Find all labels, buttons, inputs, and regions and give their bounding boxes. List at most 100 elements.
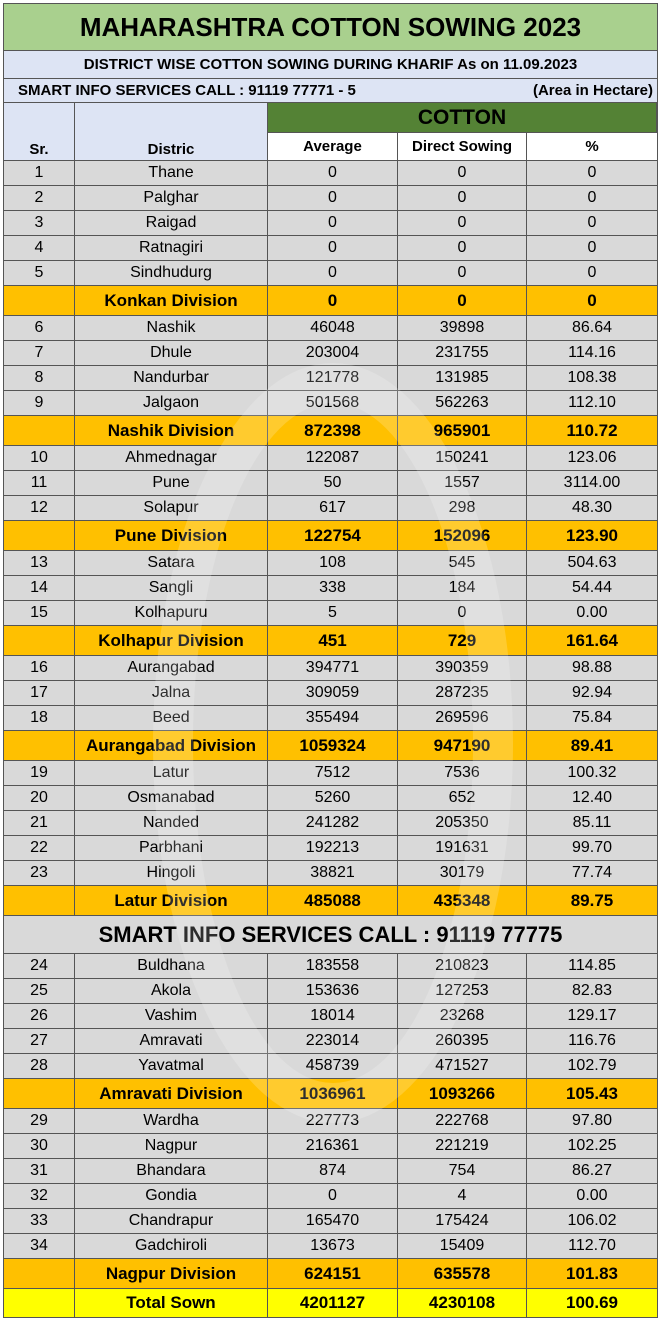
district-row: 23 Hingoli 38821 30179 77.74 — [3, 861, 658, 886]
percent-cell: 129.17 — [567, 1007, 617, 1024]
percent-cell: 0 — [587, 189, 597, 206]
direct-sowing-cell: 0 — [398, 286, 527, 315]
district-name-cell: Konkan Division — [75, 286, 268, 315]
district-name-cell: Dhule — [75, 341, 268, 365]
percent-cell: 101.83 — [566, 1263, 618, 1283]
average-cell: 309059 — [268, 681, 398, 705]
serial-cell: 3 — [4, 211, 75, 235]
district-row: 14 Sangli 338 184 54.44 — [3, 576, 658, 601]
percent-cell: 112.70 — [568, 1237, 616, 1254]
percent-cell: 48.30 — [571, 499, 613, 516]
info-contact: SMART INFO SERVICES CALL : 91119 77771 -… — [18, 82, 356, 99]
district-name-cell: Pune — [75, 471, 268, 495]
district-row: 1 Thane 0 0 0 — [3, 161, 658, 186]
direct-sowing-cell: 0 — [398, 186, 527, 210]
direct-sowing-cell: 23268 — [398, 1004, 527, 1028]
district-name-cell: Nandurbar — [75, 366, 268, 390]
district-name-cell: Nashik — [75, 316, 268, 340]
district-name-cell: Hingoli — [75, 861, 268, 885]
serial-cell: 13 — [4, 551, 75, 575]
average-cell: 108 — [268, 551, 398, 575]
serial-cell: 33 — [4, 1209, 75, 1233]
district-name-cell: Beed — [75, 706, 268, 730]
district-row: 25 Akola 153636 127253 82.83 — [3, 979, 658, 1004]
direct-sowing-cell: 635578 — [398, 1259, 527, 1288]
direct-sowing-cell: 175424 — [398, 1209, 527, 1233]
average-cell: 501568 — [268, 391, 398, 415]
percent-cell: 106.02 — [567, 1212, 617, 1229]
district-name-cell: Palghar — [75, 186, 268, 210]
district-name-cell: Kolhapur Division — [75, 626, 268, 655]
direct-sowing-cell: 221219 — [398, 1134, 527, 1158]
average-cell: 5260 — [268, 786, 398, 810]
average-cell: 1059324 — [268, 731, 398, 760]
percent-cell: 0 — [587, 264, 597, 281]
district-row: 20 Osmanabad 5260 652 12.40 — [3, 786, 658, 811]
percent-cell: 123.90 — [566, 525, 618, 545]
percent-cell: 89.41 — [570, 735, 614, 755]
grand-total-row: Total Sown 4201127 4230108 100.69 — [3, 1289, 658, 1318]
sheet-title: MAHARASHTRA COTTON SOWING 2023 — [3, 3, 658, 51]
serial-cell — [4, 1259, 75, 1288]
serial-cell: 12 — [4, 496, 75, 520]
percent-cell: 110.72 — [566, 420, 618, 440]
serial-cell: 15 — [4, 601, 75, 625]
percent-cell: 102.79 — [567, 1057, 617, 1074]
district-row: 3 Raigad 0 0 0 — [3, 211, 658, 236]
district-name-cell: Jalna — [75, 681, 268, 705]
district-name-cell: Sindhudurg — [75, 261, 268, 285]
average-cell: 50 — [268, 471, 398, 495]
header-average: Average — [268, 133, 398, 160]
percent-cell: 116.76 — [568, 1032, 616, 1049]
percent-cell: 114.85 — [568, 957, 616, 974]
district-row: 18 Beed 355494 269596 75.84 — [3, 706, 658, 731]
percent-cell: 108.38 — [567, 369, 617, 386]
serial-cell: 27 — [4, 1029, 75, 1053]
average-cell: 0 — [268, 261, 398, 285]
average-cell: 355494 — [268, 706, 398, 730]
district-row: 32 Gondia 0 4 0.00 — [3, 1184, 658, 1209]
direct-sowing-cell: 30179 — [398, 861, 527, 885]
serial-cell: 1 — [4, 161, 75, 185]
average-cell: 0 — [268, 1184, 398, 1208]
division-total-row: Konkan Division 0 0 0 — [3, 286, 658, 316]
division-total-row: Pune Division 122754 152096 123.90 — [3, 521, 658, 551]
district-row: 2 Palghar 0 0 0 — [3, 186, 658, 211]
direct-sowing-cell: 15409 — [398, 1234, 527, 1258]
percent-cell: 100.69 — [566, 1293, 618, 1312]
serial-cell — [4, 1289, 75, 1317]
serial-cell: 11 — [4, 471, 75, 495]
district-name-cell: Ratnagiri — [75, 236, 268, 260]
percent-cell: 504.63 — [567, 554, 617, 571]
serial-cell: 24 — [4, 954, 75, 978]
percent-cell: 77.74 — [571, 864, 613, 881]
percent-cell: 54.44 — [571, 579, 613, 596]
district-name-cell: Solapur — [75, 496, 268, 520]
serial-cell — [4, 731, 75, 760]
average-cell: 617 — [268, 496, 398, 520]
district-name-cell: Parbhani — [75, 836, 268, 860]
district-row: 29 Wardha 227773 222768 97.80 — [3, 1109, 658, 1134]
serial-cell: 25 — [4, 979, 75, 1003]
district-name-cell: Yavatmal — [75, 1054, 268, 1078]
average-cell: 624151 — [268, 1259, 398, 1288]
direct-sowing-cell: 1557 — [398, 471, 527, 495]
percent-cell: 0 — [587, 164, 597, 181]
serial-cell: 22 — [4, 836, 75, 860]
serial-cell: 18 — [4, 706, 75, 730]
direct-sowing-cell: 0 — [398, 161, 527, 185]
percent-cell: 0.00 — [576, 604, 608, 621]
average-cell: 0 — [268, 161, 398, 185]
percent-cell: 0.00 — [576, 1187, 608, 1204]
average-cell: 451 — [268, 626, 398, 655]
serial-cell: 23 — [4, 861, 75, 885]
district-row: 15 Kolhapuru 5 0 0.00 — [3, 601, 658, 626]
percent-cell: 92.94 — [571, 684, 613, 701]
percent-cell: 0 — [587, 239, 597, 256]
direct-sowing-cell: 652 — [398, 786, 527, 810]
percent-cell: 85.11 — [572, 814, 612, 831]
direct-sowing-cell: 4 — [398, 1184, 527, 1208]
direct-sowing-cell: 210823 — [398, 954, 527, 978]
serial-cell — [4, 1079, 75, 1108]
percent-cell: 100.32 — [567, 764, 617, 781]
